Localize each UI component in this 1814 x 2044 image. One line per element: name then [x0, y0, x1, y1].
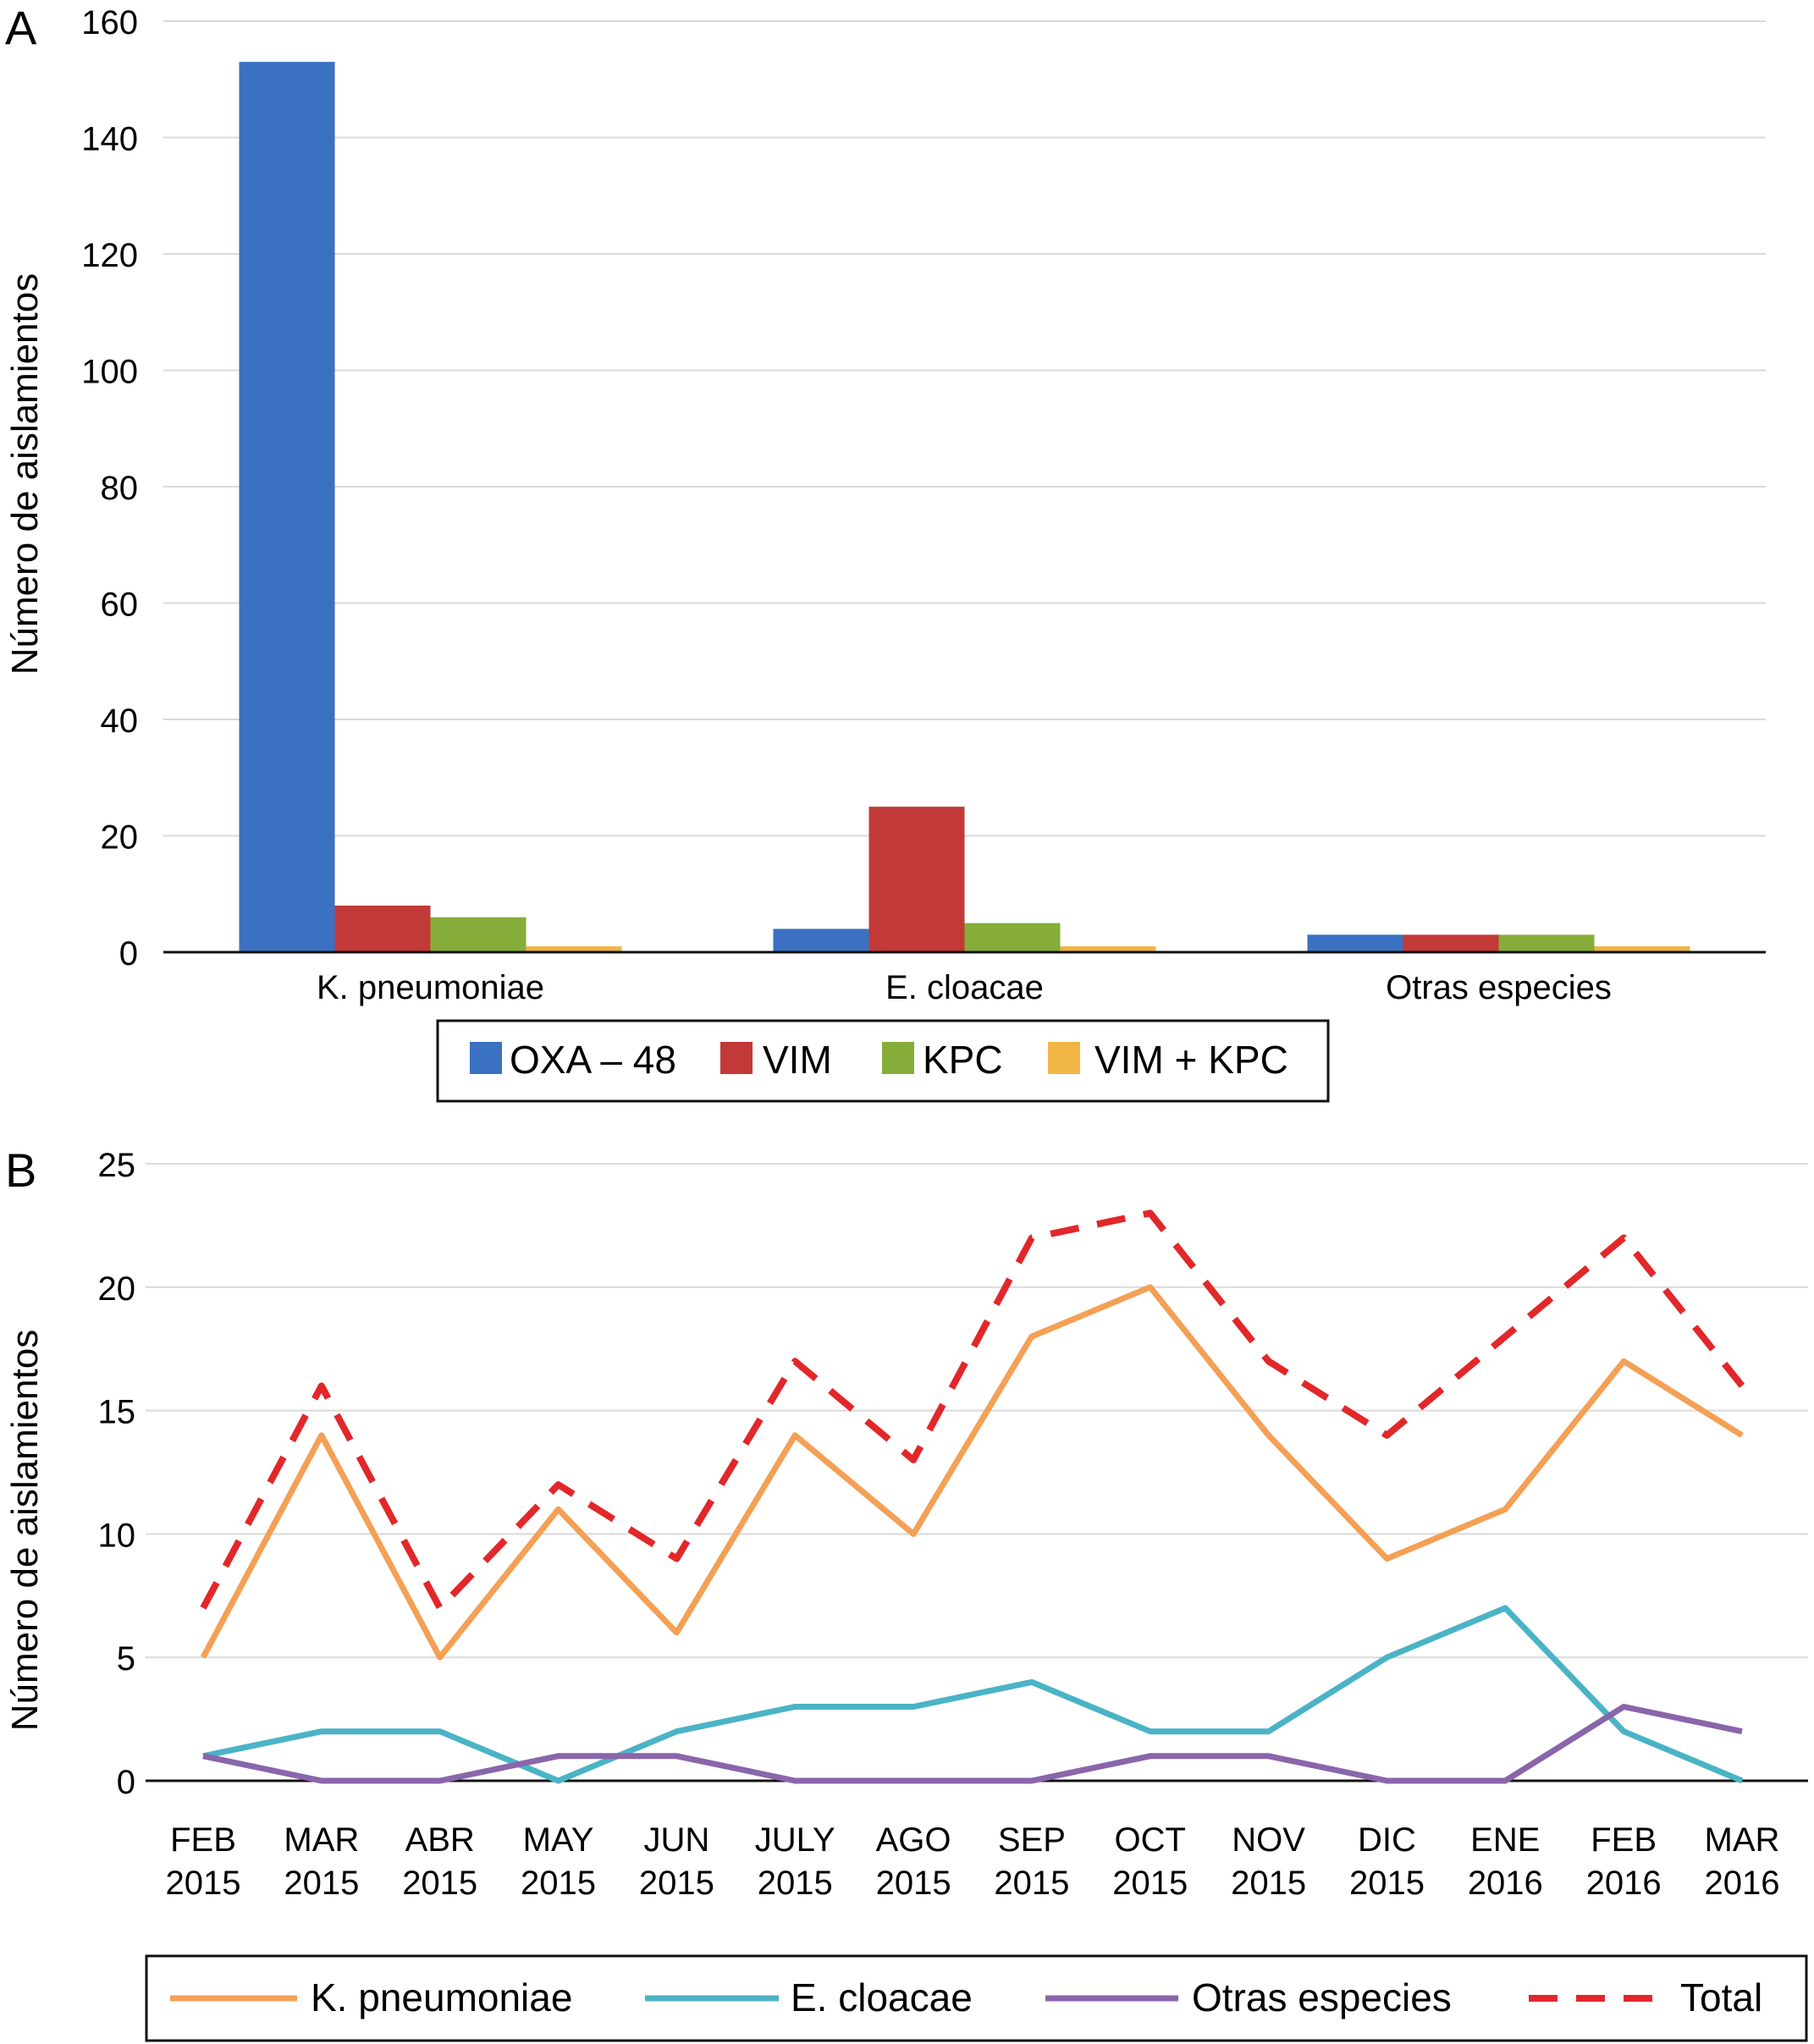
- series-line-otras-especies: [202, 1704, 1743, 1784]
- panel-b-x-tick-month: ABR: [405, 1821, 475, 1859]
- legend-label-k-pneumoniae: K. pneumoniae: [311, 1975, 572, 2019]
- bar-kpc-e-cloacae: [964, 923, 1061, 952]
- panel-b-x-tick-year: 2015: [758, 1865, 833, 1902]
- panel-a-x-tick-label: E. cloacae: [885, 969, 1044, 1006]
- legend-label-otras-especies: Otras especies: [1192, 1975, 1452, 2019]
- legend-label-oxa48: OXA – 48: [510, 1038, 676, 1082]
- panel-a-x-tick-label: Otras especies: [1386, 969, 1612, 1006]
- panel-a-y-tick-label: 100: [81, 354, 138, 391]
- panel-b-x-tick-month: DIC: [1358, 1821, 1416, 1859]
- panel-b-x-tick-year: 2015: [1231, 1865, 1306, 1902]
- panel-b-y-tick-label: 5: [117, 1640, 135, 1678]
- panel-a-y-tick-label: 40: [101, 702, 139, 740]
- bar-vim-k-pneumoniae: [334, 906, 431, 952]
- panel-a-bar-chart: A Número de aislamientos 0 20 40 60 80 100 120…: [4, 1, 1766, 1103]
- panel-b-x-tick-year: 2015: [876, 1865, 951, 1902]
- series-line-total: [200, 1209, 1745, 1612]
- panel-b-x-tick-month: ENE: [1470, 1821, 1540, 1859]
- panel-a-y-tick-label: 0: [119, 935, 138, 972]
- panel-b-x-tick-month: OCT: [1115, 1821, 1186, 1859]
- panel-b-x-tick-year: 2015: [402, 1865, 477, 1902]
- panel-b-x-tick-year: 2016: [1705, 1865, 1780, 1902]
- panel-a-label: A: [5, 1, 37, 54]
- panel-b-x-tick-month: JUN: [643, 1821, 709, 1859]
- panel-a-y-axis-title: Número de aislamientos: [4, 273, 46, 675]
- panel-a-y-tick-label: 140: [81, 121, 138, 158]
- bar-oxa-48-otras-especies: [1307, 934, 1403, 952]
- panel-a-legend: OXA – 48 VIM KPC VIM + KPC: [436, 1019, 1330, 1103]
- panel-b-grid: [146, 1163, 1808, 1659]
- bar-oxa-48-k-pneumoniae: [239, 62, 335, 952]
- panel-b-x-tick-month: AGO: [876, 1821, 951, 1859]
- legend-swatch-kpc: [882, 1042, 914, 1074]
- panel-b-x-tick-year: 2015: [521, 1865, 596, 1902]
- bar-vim-kpc-otras-especies: [1594, 946, 1690, 952]
- legend-label-vim: VIM: [763, 1038, 832, 1082]
- panel-b-x-tick-month: FEB: [1591, 1821, 1657, 1859]
- legend-label-vim-kpc: VIM + KPC: [1094, 1038, 1288, 1082]
- bar-kpc-k-pneumoniae: [430, 917, 527, 952]
- panel-b-x-tick-year: 2015: [639, 1865, 714, 1902]
- panel-b-x-tick-month: SEP: [998, 1821, 1066, 1859]
- panel-a-y-tick-label: 80: [101, 470, 139, 507]
- panel-b-line-chart: B Número de aislamientos 0 5 10 15 20 25 FEB 2…: [4, 1143, 1808, 2042]
- panel-b-x-tick-month: MAR: [284, 1821, 359, 1859]
- panel-a-x-ticks: K. pneumoniae E. cloacae Otras especies: [317, 969, 1612, 1006]
- legend-label-kpc: KPC: [923, 1038, 1003, 1082]
- panel-b-y-tick-label: 20: [98, 1270, 136, 1308]
- panel-b-x-tick-year: 2015: [284, 1865, 359, 1902]
- panel-b-y-tick-label: 0: [117, 1764, 135, 1801]
- panel-a-y-tick-label: 120: [81, 237, 138, 274]
- bar-vim-kpc-k-pneumoniae: [526, 946, 622, 952]
- panel-b-x-tick-year: 2016: [1586, 1865, 1662, 1902]
- legend-label-total: Total: [1680, 1975, 1762, 2019]
- series-line-e-cloacae: [202, 1605, 1744, 1784]
- panel-b-x-tick-year: 2015: [166, 1865, 241, 1902]
- panel-b-legend: K. pneumoniae E. cloacae Otras especies …: [145, 1954, 1808, 2042]
- panel-b-label: B: [5, 1143, 36, 1197]
- panel-b-x-tick-year: 2015: [1349, 1865, 1425, 1902]
- panel-a-grid: [163, 20, 1766, 837]
- panel-b-y-tick-label: 10: [98, 1517, 136, 1554]
- panel-b-x-tick-month: MAR: [1705, 1821, 1780, 1859]
- bar-oxa-48-e-cloacae: [773, 928, 869, 952]
- panel-b-x-tick-year: 2015: [1112, 1865, 1188, 1902]
- bar-kpc-otras-especies: [1498, 934, 1595, 952]
- legend-swatch-vim: [720, 1042, 753, 1074]
- panel-b-x-tick-month: FEB: [170, 1821, 236, 1859]
- bar-vim-kpc-e-cloacae: [1060, 946, 1156, 952]
- panel-a-y-tick-label: 60: [101, 587, 139, 624]
- panel-b-series-lines: [200, 1209, 1745, 1784]
- legend-swatch-oxa48: [470, 1042, 502, 1074]
- legend-label-e-cloacae: E. cloacae: [791, 1975, 973, 2019]
- panel-b-y-tick-label: 25: [98, 1147, 136, 1184]
- panel-a-y-tick-label: 20: [101, 819, 139, 857]
- panel-b-x-tick-month: JULY: [755, 1821, 835, 1859]
- panel-b-y-axis-title: Número de aislamientos: [4, 1330, 46, 1731]
- panel-b-x-ticks: FEB 2015 MAR 2015 ABR 2015 MAY 2015 JUN 2015 JULY 2…: [166, 1821, 1780, 1902]
- panel-b-x-tick-year: 2015: [994, 1865, 1069, 1902]
- legend-swatch-vim-kpc: [1048, 1042, 1080, 1074]
- panel-b-x-tick-month: NOV: [1232, 1821, 1305, 1859]
- panel-a-y-tick-label: 160: [81, 4, 138, 41]
- panel-a-bars: [239, 62, 1690, 952]
- panel-a-x-tick-label: K. pneumoniae: [317, 969, 544, 1006]
- panel-b-y-tick-label: 15: [98, 1394, 136, 1431]
- bar-vim-e-cloacae: [868, 807, 965, 952]
- panel-b-x-tick-year: 2016: [1468, 1865, 1543, 1902]
- panel-b-y-ticks: 0 5 10 15 20 25: [98, 1147, 136, 1801]
- series-line-k-pneumoniae: [200, 1284, 1744, 1661]
- panel-a-y-ticks: 0 20 40 60 80 100 120 140 160: [81, 4, 138, 972]
- bar-vim-otras-especies: [1403, 934, 1499, 952]
- panel-b-x-tick-month: MAY: [523, 1821, 594, 1859]
